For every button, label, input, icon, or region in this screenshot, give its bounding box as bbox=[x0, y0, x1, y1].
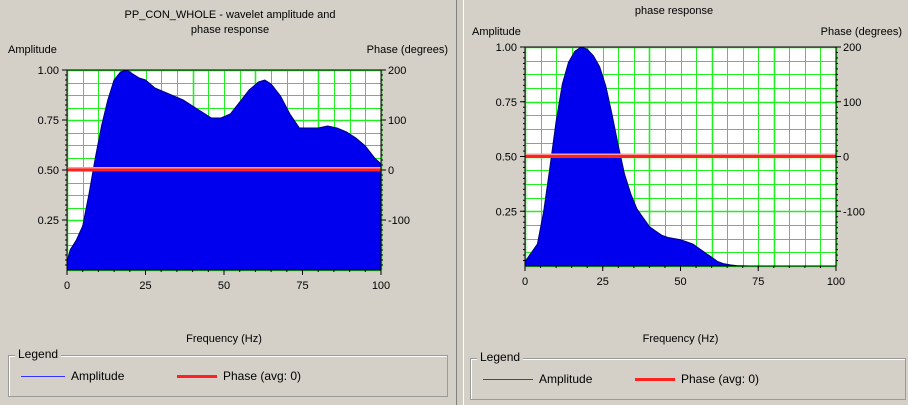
right-chart-ytick-1: 0.50 bbox=[496, 152, 517, 164]
left-chart-y2tick-2: 100 bbox=[388, 115, 406, 127]
left-chart-title-line-1: phase response bbox=[191, 24, 269, 36]
right-chart-xtick-3: 75 bbox=[752, 276, 764, 288]
left-chart-xlabel: Frequency (Hz) bbox=[186, 333, 262, 345]
left-chart-y2tick-1: 0 bbox=[388, 165, 394, 177]
left-chart-title-line-0: PP_CON_WHOLE - wavelet amplitude and bbox=[125, 9, 336, 21]
right-legend-phase-label: Phase (avg: 0) bbox=[681, 372, 760, 386]
left-chart-ytick-0: 0.25 bbox=[38, 215, 59, 227]
right-chart-y2label: Phase (degrees) bbox=[821, 26, 902, 38]
left-chart-ytick-1: 0.50 bbox=[38, 165, 59, 177]
right-legend-amplitude-swatch bbox=[483, 379, 533, 380]
right-chart-xtick-4: 100 bbox=[827, 276, 845, 288]
right-chart-y2tick-0: -100 bbox=[843, 206, 865, 218]
left-chart-xtick-4: 100 bbox=[372, 280, 390, 292]
left-chart-y2tick-0: -100 bbox=[388, 215, 410, 227]
right-legend-phase-swatch bbox=[635, 378, 675, 381]
left-chart-xtick-1: 25 bbox=[139, 280, 151, 292]
right-chart-svg: phase response Amplitude Phase (degrees) 0.… bbox=[472, 5, 902, 345]
left-chart-y2label: Phase (degrees) bbox=[367, 44, 448, 56]
right-chart-y2tick-3: 200 bbox=[843, 42, 861, 54]
left-chart-ytick-3: 1.00 bbox=[38, 65, 59, 77]
left-legend-amplitude-label: Amplitude bbox=[71, 369, 125, 383]
right-chart-ytick-3: 1.00 bbox=[496, 42, 517, 54]
right-legend-title: Legend bbox=[477, 350, 524, 364]
right-chart-xtick-2: 50 bbox=[674, 276, 686, 288]
panel-divider[interactable] bbox=[456, 0, 464, 405]
left-legend-phase-swatch bbox=[177, 375, 217, 378]
left-legend: Legend Amplitude Phase (avg: 0) bbox=[8, 347, 448, 397]
left-chart-panel: PP_CON_WHOLE - wavelet amplitude and phas… bbox=[8, 9, 448, 397]
left-chart-xtick-2: 50 bbox=[218, 280, 230, 292]
right-chart-ylabel: Amplitude bbox=[472, 26, 521, 38]
left-chart-xtick-3: 75 bbox=[296, 280, 308, 292]
right-legend: Legend Amplitude Phase (avg: 0) bbox=[470, 350, 906, 400]
left-legend-phase-label: Phase (avg: 0) bbox=[223, 369, 302, 383]
right-chart-xtick-1: 25 bbox=[597, 276, 609, 288]
left-chart-xtick-0: 0 bbox=[64, 280, 70, 292]
left-legend-title: Legend bbox=[15, 347, 62, 361]
right-chart-y2tick-1: 0 bbox=[843, 152, 849, 164]
right-chart-ytick-2: 0.75 bbox=[496, 97, 517, 109]
right-legend-amplitude-label: Amplitude bbox=[539, 372, 593, 386]
right-chart-y2tick-2: 100 bbox=[843, 97, 861, 109]
left-chart-y2tick-3: 200 bbox=[388, 65, 406, 77]
right-chart-ytick-0: 0.25 bbox=[496, 206, 517, 218]
right-chart-xtick-0: 0 bbox=[522, 276, 528, 288]
right-chart-panel: phase response Amplitude Phase (degrees) 0.… bbox=[464, 0, 908, 405]
left-chart-ylabel: Amplitude bbox=[8, 44, 57, 56]
left-legend-amplitude-swatch bbox=[21, 376, 65, 377]
right-chart-xlabel: Frequency (Hz) bbox=[643, 333, 719, 345]
left-chart-ytick-2: 0.75 bbox=[38, 115, 59, 127]
left-chart-svg: PP_CON_WHOLE - wavelet amplitude and phas… bbox=[8, 9, 448, 345]
right-chart-title-line-0: phase response bbox=[635, 5, 713, 17]
